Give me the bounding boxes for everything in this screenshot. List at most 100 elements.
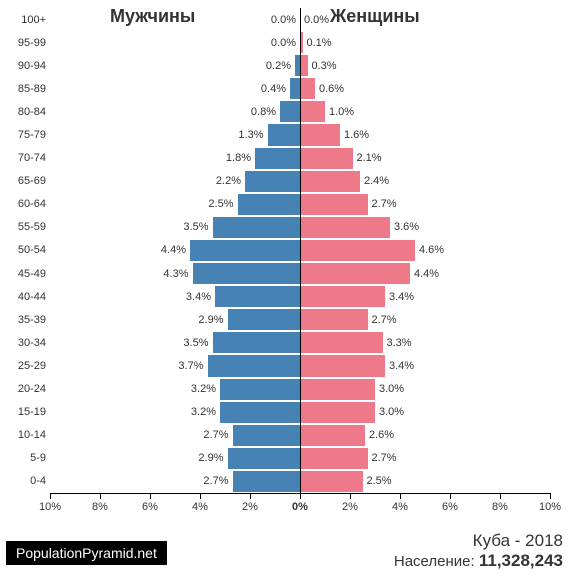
male-bar [228, 309, 301, 330]
female-pct-label: 3.0% [379, 383, 404, 395]
male-bar [290, 78, 300, 99]
male-half: 2.9% [50, 447, 300, 470]
male-half: 4.3% [50, 262, 300, 285]
female-pct-label: 2.4% [364, 175, 389, 187]
female-half: 3.0% [300, 401, 550, 424]
male-half: 3.7% [50, 354, 300, 377]
male-pct-label: 0.0% [271, 37, 296, 49]
male-pct-label: 2.9% [198, 314, 223, 326]
male-bar [213, 217, 301, 238]
footer-info: Куба - 2018 Население: 11,328,243 [394, 531, 563, 571]
female-half: 2.7% [300, 193, 550, 216]
x-tick-label: 2% [242, 501, 258, 513]
female-bar [300, 379, 375, 400]
female-bar [300, 402, 375, 423]
female-bar [300, 355, 385, 376]
age-label: 60-64 [2, 198, 46, 210]
female-pct-label: 4.4% [414, 268, 439, 280]
female-pct-label: 2.6% [369, 429, 394, 441]
age-label: 65-69 [2, 175, 46, 187]
plot-area: 100+0.0%0.0%95-990.0%0.1%90-940.2%0.3%85… [50, 8, 550, 493]
female-half: 2.4% [300, 170, 550, 193]
female-pct-label: 3.3% [387, 337, 412, 349]
male-half: 0.0% [50, 8, 300, 31]
x-tick [250, 493, 251, 499]
x-tick-label: 10% [39, 501, 61, 513]
x-tick [450, 493, 451, 499]
male-bar [255, 148, 300, 169]
female-half: 0.6% [300, 77, 550, 100]
male-pct-label: 2.7% [203, 475, 228, 487]
male-bar [213, 332, 301, 353]
male-pct-label: 3.5% [183, 221, 208, 233]
male-half: 1.3% [50, 123, 300, 146]
age-label: 75-79 [2, 129, 46, 141]
age-label: 50-54 [2, 244, 46, 256]
male-pct-label: 3.2% [191, 406, 216, 418]
female-half: 3.4% [300, 285, 550, 308]
female-half: 0.0% [300, 8, 550, 31]
female-bar [300, 194, 368, 215]
female-pct-label: 3.0% [379, 406, 404, 418]
source-badge: PopulationPyramid.net [6, 541, 167, 565]
female-bar [300, 240, 415, 261]
female-bar [300, 309, 368, 330]
female-half: 2.7% [300, 308, 550, 331]
male-half: 2.5% [50, 193, 300, 216]
female-bar [300, 171, 360, 192]
male-bar [190, 240, 300, 261]
male-bar [228, 448, 301, 469]
male-bar [238, 194, 301, 215]
female-pct-label: 2.7% [372, 452, 397, 464]
age-label: 35-39 [2, 314, 46, 326]
male-bar [220, 379, 300, 400]
male-half: 0.8% [50, 100, 300, 123]
age-label: 40-44 [2, 291, 46, 303]
female-half: 2.5% [300, 470, 550, 493]
female-half: 2.1% [300, 147, 550, 170]
age-label: 55-59 [2, 221, 46, 233]
female-half: 0.3% [300, 54, 550, 77]
male-pct-label: 3.2% [191, 383, 216, 395]
female-pct-label: 1.6% [344, 129, 369, 141]
female-pct-label: 0.0% [304, 14, 329, 26]
male-pct-label: 0.8% [251, 106, 276, 118]
female-pct-label: 0.3% [312, 60, 337, 72]
female-bar [300, 332, 383, 353]
female-pct-label: 0.1% [307, 37, 332, 49]
x-tick-label: 8% [92, 501, 108, 513]
male-pct-label: 4.4% [161, 244, 186, 256]
male-pct-label: 2.7% [203, 429, 228, 441]
population-label: Население: [394, 553, 479, 570]
female-half: 3.3% [300, 331, 550, 354]
x-tick [100, 493, 101, 499]
male-bar [280, 101, 300, 122]
female-pct-label: 2.7% [372, 198, 397, 210]
male-half: 3.2% [50, 378, 300, 401]
age-label: 20-24 [2, 383, 46, 395]
x-tick-label: 10% [539, 501, 561, 513]
male-pct-label: 3.7% [178, 360, 203, 372]
male-bar [233, 425, 301, 446]
x-tick-label: 2% [342, 501, 358, 513]
male-pct-label: 2.2% [216, 175, 241, 187]
female-bar [300, 448, 368, 469]
age-label: 15-19 [2, 406, 46, 418]
male-pct-label: 2.5% [208, 198, 233, 210]
x-tick-label: 4% [192, 501, 208, 513]
male-half: 1.8% [50, 147, 300, 170]
female-half: 2.6% [300, 424, 550, 447]
age-label: 90-94 [2, 60, 46, 72]
male-pct-label: 3.4% [186, 291, 211, 303]
x-tick [400, 493, 401, 499]
female-half: 2.7% [300, 447, 550, 470]
female-bar [300, 217, 390, 238]
female-pct-label: 3.4% [389, 291, 414, 303]
female-pct-label: 4.6% [419, 244, 444, 256]
female-half: 3.4% [300, 354, 550, 377]
male-half: 3.5% [50, 331, 300, 354]
age-label: 70-74 [2, 152, 46, 164]
female-bar [300, 78, 315, 99]
x-tick [50, 493, 51, 499]
center-axis [300, 8, 301, 493]
